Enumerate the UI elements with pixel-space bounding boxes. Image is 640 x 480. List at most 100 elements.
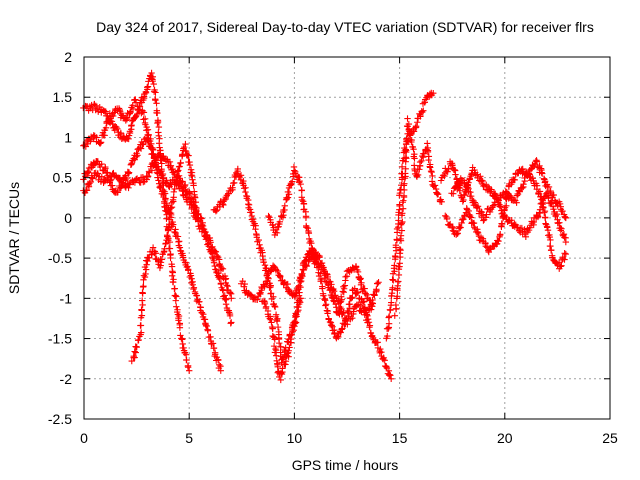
data-point-marker — [212, 207, 220, 215]
data-point-marker — [558, 262, 565, 269]
data-point-marker — [336, 305, 343, 312]
data-point-marker — [175, 167, 182, 174]
data-point-marker — [328, 292, 336, 299]
data-point-marker — [339, 288, 347, 295]
data-point-marker — [394, 278, 402, 286]
data-point-marker — [533, 158, 541, 165]
data-point-marker — [226, 289, 234, 297]
data-point-marker — [424, 148, 432, 156]
data-point-marker — [461, 212, 468, 220]
data-point-marker — [520, 181, 527, 188]
data-point-marker — [276, 218, 284, 225]
data-point-marker — [277, 343, 284, 351]
data-point-marker — [156, 144, 163, 151]
data-point-marker — [430, 90, 437, 97]
data-point-marker — [305, 229, 313, 237]
data-point-marker — [546, 233, 553, 241]
data-point-marker — [208, 340, 215, 348]
data-point-marker — [358, 308, 365, 315]
data-point-marker — [412, 122, 420, 130]
data-point-marker — [357, 275, 364, 282]
data-point-marker — [466, 212, 474, 220]
data-point-marker — [253, 296, 261, 303]
data-point-marker — [102, 124, 110, 132]
series-track-6 — [210, 165, 304, 366]
series-track-10 — [383, 89, 437, 342]
data-point-marker — [267, 290, 275, 297]
data-point-marker — [330, 297, 337, 304]
data-point-marker — [215, 270, 222, 277]
data-point-marker — [170, 194, 177, 201]
data-point-marker — [339, 325, 346, 332]
data-point-marker — [438, 198, 445, 205]
data-point-marker — [154, 174, 161, 181]
data-point-marker — [557, 263, 564, 270]
data-point-marker — [171, 292, 179, 299]
data-point-marker — [198, 309, 206, 317]
data-point-marker — [157, 184, 164, 192]
data-point-marker — [561, 213, 568, 220]
data-point-marker — [326, 318, 334, 326]
data-point-marker — [286, 344, 293, 351]
data-point-marker — [325, 282, 332, 289]
data-point-marker — [276, 339, 283, 347]
data-point-marker — [398, 220, 405, 227]
data-point-marker — [375, 279, 382, 286]
data-point-marker — [507, 192, 514, 200]
data-point-marker — [114, 189, 122, 196]
data-point-marker — [87, 178, 95, 186]
data-point-marker — [120, 177, 127, 185]
data-point-marker — [541, 208, 549, 215]
data-point-marker — [144, 173, 152, 180]
data-point-marker — [498, 220, 506, 228]
data-point-marker — [177, 332, 184, 339]
y-tick-label: -2 — [60, 371, 73, 387]
data-point-marker — [209, 340, 217, 347]
data-point-marker — [441, 172, 448, 180]
data-point-marker — [400, 197, 407, 204]
data-point-marker — [354, 268, 362, 276]
data-point-marker — [558, 225, 565, 232]
data-point-marker — [130, 352, 137, 360]
data-point-marker — [176, 324, 184, 331]
data-point-marker — [527, 165, 535, 173]
data-point-marker — [362, 290, 369, 297]
data-point-marker — [196, 298, 203, 305]
data-point-marker — [467, 214, 475, 221]
data-point-marker — [322, 278, 330, 285]
data-point-marker — [483, 211, 490, 218]
data-point-marker — [260, 258, 267, 266]
data-point-marker — [194, 214, 201, 222]
data-point-marker — [190, 284, 198, 291]
data-point-marker — [466, 176, 473, 183]
data-point-marker — [152, 89, 159, 96]
data-point-marker — [404, 115, 411, 122]
data-point-marker — [150, 150, 157, 158]
data-point-marker — [117, 129, 125, 137]
data-point-marker — [444, 168, 451, 175]
grid-lines — [84, 57, 610, 419]
y-tick-label: -0.5 — [48, 250, 72, 266]
data-point-marker — [101, 178, 108, 185]
data-point-marker — [140, 282, 147, 290]
data-point-marker — [154, 119, 161, 127]
data-point-marker — [159, 188, 166, 195]
data-point-marker — [291, 323, 298, 330]
data-point-marker — [142, 270, 149, 278]
data-point-marker — [204, 327, 212, 334]
data-point-marker — [448, 223, 456, 231]
data-point-marker — [166, 245, 174, 252]
data-point-marker — [250, 295, 257, 303]
data-point-marker — [248, 209, 255, 216]
data-point-marker — [547, 236, 554, 244]
data-point-marker — [271, 303, 279, 311]
data-point-marker — [327, 285, 334, 293]
data-point-marker — [178, 335, 185, 342]
data-point-marker — [172, 226, 179, 233]
data-point-marker — [188, 203, 196, 211]
data-point-marker — [402, 147, 410, 154]
data-point-marker — [211, 262, 218, 270]
data-point-marker — [215, 357, 222, 364]
data-point-marker — [216, 361, 223, 369]
data-point-marker — [501, 207, 508, 214]
